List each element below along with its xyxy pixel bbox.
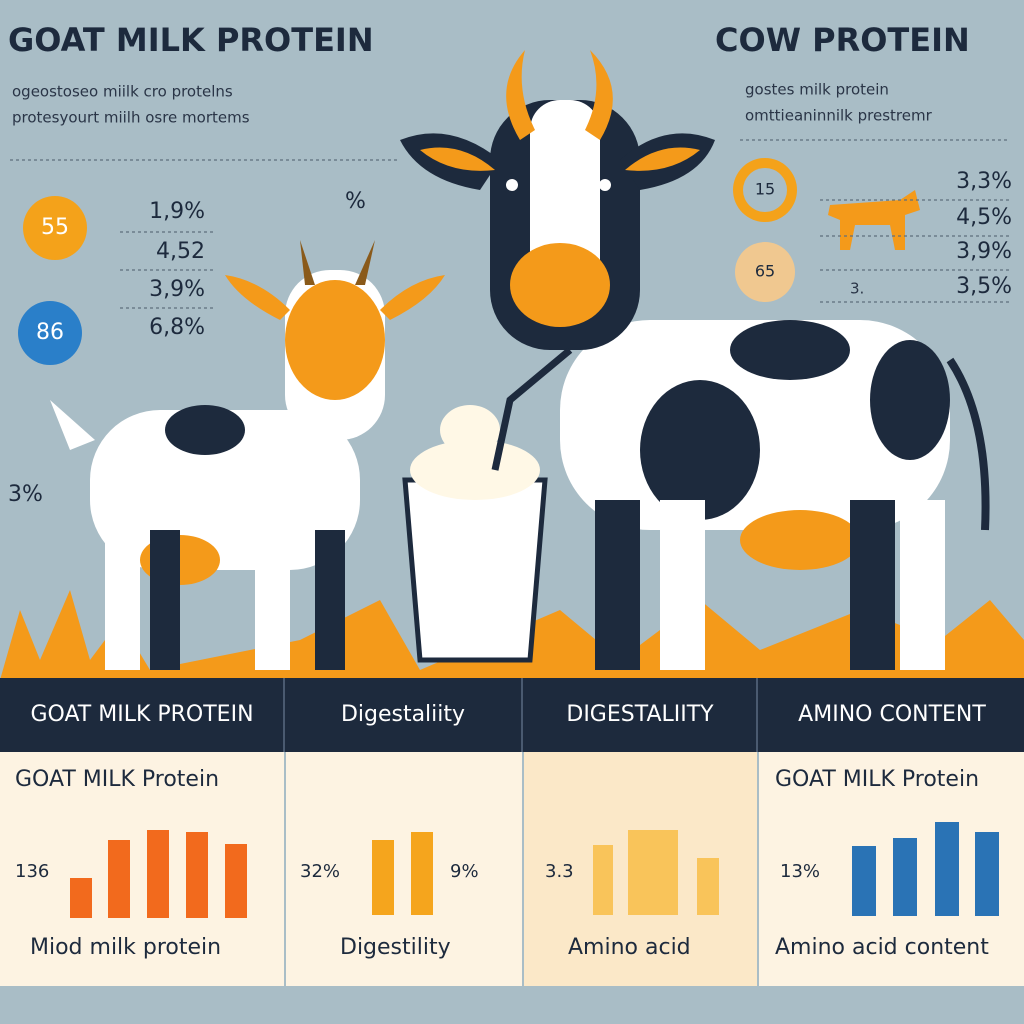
stat: 3,9% [149, 277, 205, 302]
right-subtitle: omttieaninnilk prestremr [745, 107, 933, 125]
panel-value: 9% [450, 861, 479, 882]
table-header [0, 678, 1024, 752]
cow-icon [828, 190, 920, 250]
milk-glass [402, 347, 573, 663]
stat: 3,9% [956, 239, 1012, 264]
panel [286, 752, 522, 986]
table-heading: AMINO CONTENT [798, 702, 986, 727]
stat: 6,8% [149, 315, 205, 340]
panel-value: 136 [15, 861, 49, 882]
panel-value: 32% [300, 861, 340, 882]
note: % [345, 189, 366, 214]
badge [735, 242, 795, 302]
bars [70, 830, 247, 918]
bars [852, 822, 999, 916]
panel-value: 3.3 [545, 861, 574, 882]
panel-title: GOAT MILK Protein [15, 767, 219, 792]
badge [18, 301, 82, 365]
bars [593, 830, 719, 915]
left-subtitle: protesyourt miilh osre mortems [12, 109, 250, 127]
stat: 3,5% [956, 274, 1012, 299]
badge-label: 55 [41, 215, 69, 240]
left-title: GOAT MILK PROTEIN [8, 21, 374, 59]
panel-title: GOAT MILK Protein [775, 767, 979, 792]
panel-value: 13% [780, 861, 820, 882]
panel-caption: Digestility [340, 935, 451, 960]
side-stat: 3% [8, 482, 43, 507]
panel-caption: Miod milk protein [30, 935, 221, 960]
cow [400, 50, 990, 670]
badge-label: 65 [755, 262, 775, 281]
badge [743, 168, 787, 212]
panel-caption: Amino acid content [775, 935, 989, 960]
right-title: COW PROTEIN [715, 21, 970, 59]
stat: 4,52 [156, 239, 205, 264]
left-subtitle: ogeostoseo miilk cro protelns [12, 83, 233, 101]
table-heading: DIGESTALIITY [566, 702, 714, 727]
badge-label: 15 [755, 180, 775, 199]
goat [50, 240, 445, 670]
stat: 1,9% [149, 199, 205, 224]
stat: 4,5% [956, 205, 1012, 230]
badge-label: 86 [36, 320, 64, 345]
stat: 3,3% [956, 169, 1012, 194]
right-subtitle: gostes milk protein [745, 81, 889, 99]
stat: 3. [850, 280, 864, 298]
table-heading: Digestaliity [341, 702, 465, 727]
badge [23, 196, 87, 260]
table-heading: GOAT MILK PROTEIN [30, 702, 253, 727]
bars [372, 832, 433, 915]
panel-caption: Amino acid [568, 935, 691, 960]
